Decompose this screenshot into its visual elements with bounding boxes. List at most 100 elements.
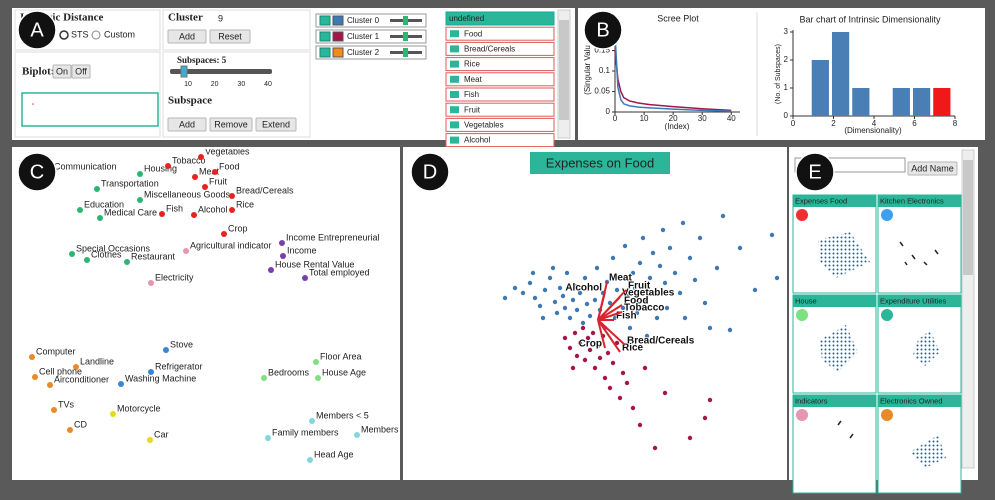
biplot-vector [597,319,621,353]
bar[interactable] [933,88,951,116]
dimension-point[interactable] [97,215,103,221]
vector-label: Vegetables [622,288,675,299]
projection-point [687,435,693,441]
dimension-point[interactable] [159,211,165,217]
dimension-label: Fruit [209,176,227,186]
dimension-point[interactable] [29,354,35,360]
dimension-point[interactable] [261,375,267,381]
button[interactable] [255,117,297,132]
button[interactable] [209,29,251,44]
cluster-handle[interactable] [403,32,408,41]
x-tick-label: 0 [613,114,618,123]
dimension-row[interactable] [445,11,555,26]
dimension-point[interactable] [148,369,154,375]
projection-point [682,315,688,321]
button[interactable] [907,161,958,176]
dimension-point[interactable] [137,197,143,203]
dimension-point[interactable] [302,275,308,281]
dimension-point[interactable] [163,347,169,353]
dimension-label: Clothes [91,249,122,259]
dimension-point[interactable] [147,437,153,443]
card-header [793,395,876,407]
dimension-row[interactable] [445,41,555,56]
dimension-row[interactable] [445,26,555,41]
dimension-point[interactable] [165,163,171,169]
card-title: Expenses Food [795,196,847,205]
card-color [796,309,808,321]
dimension-point[interactable] [198,154,204,160]
dimension-row[interactable] [445,117,555,132]
dimension-row[interactable] [445,102,555,117]
dimension-point[interactable] [118,381,124,387]
vector-label: Food [624,296,648,307]
dimension-point[interactable] [148,280,154,286]
dimension-point[interactable] [110,411,116,417]
dimension-point[interactable] [183,248,189,254]
chart-title: Bar chart of Intrinsic Dimensionality [799,14,941,24]
cluster-handle[interactable] [403,16,408,25]
dimension-point[interactable] [313,359,319,365]
dimension-point[interactable] [84,257,90,263]
radio[interactable] [59,30,69,40]
dimension-row[interactable] [445,87,555,102]
button[interactable] [167,29,207,44]
subspace-card[interactable] [877,394,962,494]
dimension-point[interactable] [124,259,130,265]
button[interactable] [209,117,253,132]
bar[interactable] [831,32,850,116]
dimension-point[interactable] [212,169,218,175]
dimension-point[interactable] [73,364,79,370]
scroll-thumb[interactable] [559,20,569,120]
dimension-point[interactable] [354,432,360,438]
cluster-name: Cluster 0 [347,16,380,25]
dimension-point[interactable] [67,427,73,433]
dimension-point[interactable] [229,193,235,199]
cluster-handle[interactable] [403,48,408,57]
dimension-point[interactable] [32,374,38,380]
scroll-thumb[interactable] [963,160,973,275]
dimension-row[interactable] [445,72,555,87]
bar[interactable] [811,60,829,116]
bar[interactable] [892,88,910,116]
dimension-point[interactable] [191,212,197,218]
bar[interactable] [912,88,931,116]
dimension-point[interactable] [47,382,53,388]
dimension-point[interactable] [51,407,57,413]
projection-point [652,445,658,451]
dimension-point[interactable] [202,184,208,190]
slider-handle[interactable] [180,65,188,78]
button[interactable] [71,64,91,79]
card-color [796,409,808,421]
dimension-row[interactable] [445,57,555,72]
dimension-point[interactable] [69,251,75,257]
projection-point [540,315,546,321]
dimension-point[interactable] [77,207,83,213]
section-title: Cluster [168,12,203,24]
dimension-point[interactable] [280,253,286,259]
dimension-point[interactable] [229,207,235,213]
projection-point [672,270,678,276]
dimension-point[interactable] [309,418,315,424]
dimension-label: Stove [170,339,193,349]
bar[interactable] [852,88,870,116]
subspace-card[interactable] [792,394,877,494]
dimension-point[interactable] [268,267,274,273]
dimension-point[interactable] [137,171,143,177]
dimension-point[interactable] [221,231,227,237]
dimension-row[interactable] [445,133,555,148]
dimension-point[interactable] [94,186,100,192]
radio[interactable] [91,30,101,40]
y-tick-label: 0 [784,111,789,120]
dimension-point[interactable] [192,174,198,180]
dimension-label: House Rental Value [275,259,354,269]
subspace-card[interactable] [877,194,962,294]
dimension-point[interactable] [315,375,321,381]
dimension-point[interactable] [265,435,271,441]
button[interactable] [167,117,207,132]
vector-label: Bread/Cereals [627,336,695,347]
dimension-point[interactable] [307,457,313,463]
projection-point [605,350,611,356]
button[interactable] [52,64,72,79]
dimension-point[interactable] [279,240,285,246]
projection-point [572,283,578,289]
